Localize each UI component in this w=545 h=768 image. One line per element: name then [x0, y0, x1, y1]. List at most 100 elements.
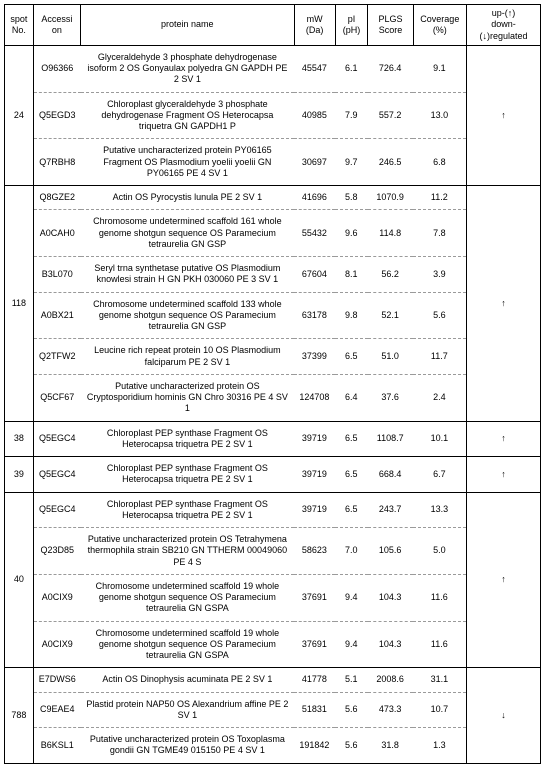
- group-rows: O96366Glyceraldehyde 3 phosphate dehydro…: [33, 45, 466, 185]
- pi: 6.5: [335, 457, 368, 492]
- protein-name: Putative uncharacterized protein OS Tetr…: [81, 528, 294, 575]
- col-cov: Coverage (%): [413, 5, 466, 46]
- group-rows: Q8GZE2Actin OS Pyrocystis lunula PE 2 SV…: [33, 186, 466, 422]
- accession: O96366: [34, 46, 81, 92]
- coverage: 13.0: [413, 92, 466, 139]
- coverage: 9.1: [413, 46, 466, 92]
- coverage: 5.0: [413, 528, 466, 575]
- regulation: ↑: [467, 457, 541, 493]
- mw: 39719: [294, 422, 335, 457]
- accession: B6KSL1: [34, 728, 81, 763]
- coverage: 11.6: [413, 574, 466, 621]
- coverage: 2.4: [413, 374, 466, 420]
- mw: 63178: [294, 292, 335, 339]
- coverage: 6.8: [413, 139, 466, 185]
- accession: Q5EGC4: [34, 493, 81, 528]
- plgs-score: 105.6: [368, 528, 413, 575]
- spot-no: 24: [5, 45, 34, 185]
- plgs-score: 726.4: [368, 46, 413, 92]
- mw: 191842: [294, 728, 335, 763]
- table-body: 24O96366Glyceraldehyde 3 phosphate dehyd…: [5, 45, 541, 763]
- pi: 6.5: [335, 422, 368, 457]
- plgs-score: 114.8: [368, 210, 413, 257]
- protein-name: Putative uncharacterized protein OS Toxo…: [81, 728, 294, 763]
- accession: Q2TFW2: [34, 339, 81, 375]
- plgs-score: 1070.9: [368, 186, 413, 210]
- coverage: 11.7: [413, 339, 466, 375]
- accession: Q5EGC4: [34, 457, 81, 492]
- regulation: ↑: [467, 421, 541, 457]
- accession: E7DWS6: [34, 668, 81, 692]
- group-rows: E7DWS6Actin OS Dinophysis acuminata PE 2…: [33, 668, 466, 763]
- coverage: 3.9: [413, 257, 466, 293]
- table-row: 40Q5EGC4Chloroplast PEP synthase Fragmen…: [5, 492, 541, 668]
- coverage: 13.3: [413, 493, 466, 528]
- protein-table: spot No. Accessi on protein name mW (Da)…: [4, 4, 541, 764]
- accession: Q8GZE2: [34, 186, 81, 210]
- coverage: 11.6: [413, 621, 466, 667]
- table-row: 39Q5EGC4Chloroplast PEP synthase Fragmen…: [5, 457, 541, 493]
- col-spot: spot No.: [5, 5, 34, 46]
- mw: 45547: [294, 46, 335, 92]
- accession: Q5EGD3: [34, 92, 81, 139]
- table-header: spot No. Accessi on protein name mW (Da)…: [5, 5, 541, 46]
- mw: 37691: [294, 574, 335, 621]
- accession: A0CIX9: [34, 574, 81, 621]
- col-acc: Accessi on: [33, 5, 80, 46]
- group-rows: Q5EGC4Chloroplast PEP synthase Fragment …: [33, 492, 466, 668]
- regulation: ↑: [467, 45, 541, 185]
- pi: 6.5: [335, 493, 368, 528]
- col-name: protein name: [80, 5, 294, 46]
- group-rows: Q5EGC4Chloroplast PEP synthase Fragment …: [33, 421, 466, 457]
- protein-name: Putative uncharacterized protein OS Cryp…: [81, 374, 294, 420]
- regulation: ↑: [467, 492, 541, 668]
- pi: 5.8: [335, 186, 368, 210]
- col-pi: pI (pH): [335, 5, 368, 46]
- mw: 37691: [294, 621, 335, 667]
- plgs-score: 31.8: [368, 728, 413, 763]
- protein-name: Chloroplast glyceraldehyde 3 phosphate d…: [81, 92, 294, 139]
- coverage: 11.2: [413, 186, 466, 210]
- protein-name: Seryl trna synthetase putative OS Plasmo…: [81, 257, 294, 293]
- accession: A0CAH0: [34, 210, 81, 257]
- spot-no: 38: [5, 421, 34, 457]
- accession: C9EAE4: [34, 692, 81, 728]
- col-mw: mW (Da): [294, 5, 335, 46]
- mw: 51831: [294, 692, 335, 728]
- mw: 55432: [294, 210, 335, 257]
- pi: 5.6: [335, 692, 368, 728]
- accession: A0BX21: [34, 292, 81, 339]
- pi: 9.6: [335, 210, 368, 257]
- pi: 9.7: [335, 139, 368, 185]
- plgs-score: 1108.7: [368, 422, 413, 457]
- pi: 6.4: [335, 374, 368, 420]
- pi: 5.6: [335, 728, 368, 763]
- coverage: 10.7: [413, 692, 466, 728]
- accession: Q5CF67: [34, 374, 81, 420]
- coverage: 7.8: [413, 210, 466, 257]
- mw: 124708: [294, 374, 335, 420]
- protein-name: Chromosome undetermined scaffold 19 whol…: [81, 574, 294, 621]
- plgs-score: 668.4: [368, 457, 413, 492]
- col-reg: up-(↑) down-(↓)regulated: [467, 5, 541, 46]
- accession: A0CIX9: [34, 621, 81, 667]
- pi: 9.4: [335, 621, 368, 667]
- mw: 39719: [294, 457, 335, 492]
- coverage: 6.7: [413, 457, 466, 492]
- protein-name: Plastid protein NAP50 OS Alexandrium aff…: [81, 692, 294, 728]
- spot-no: 788: [5, 668, 34, 763]
- protein-name: Chloroplast PEP synthase Fragment OS Het…: [81, 493, 294, 528]
- protein-name: Leucine rich repeat protein 10 OS Plasmo…: [81, 339, 294, 375]
- plgs-score: 37.6: [368, 374, 413, 420]
- protein-name: Putative uncharacterized protein PY06165…: [81, 139, 294, 185]
- plgs-score: 104.3: [368, 621, 413, 667]
- spot-no: 40: [5, 492, 34, 668]
- coverage: 5.6: [413, 292, 466, 339]
- mw: 41696: [294, 186, 335, 210]
- plgs-score: 473.3: [368, 692, 413, 728]
- protein-name: Chromosome undetermined scaffold 133 who…: [81, 292, 294, 339]
- plgs-score: 104.3: [368, 574, 413, 621]
- coverage: 10.1: [413, 422, 466, 457]
- group-rows: Q5EGC4Chloroplast PEP synthase Fragment …: [33, 457, 466, 493]
- table-row: 38Q5EGC4Chloroplast PEP synthase Fragmen…: [5, 421, 541, 457]
